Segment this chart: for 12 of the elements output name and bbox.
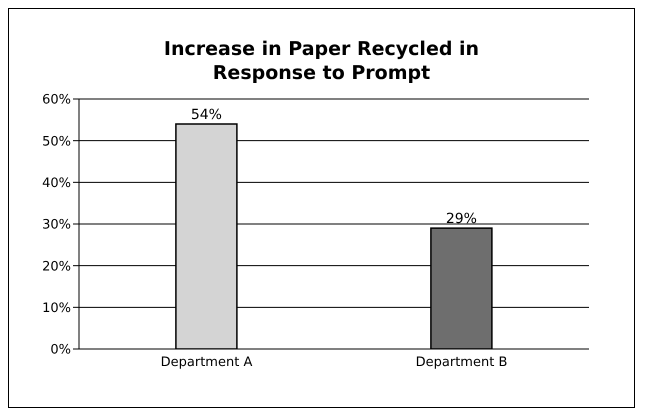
y-tick-label: 20%	[42, 259, 71, 274]
chart-title: Increase in Paper Recycled in Response to Prompt	[162, 37, 480, 85]
y-tick-label: 0%	[50, 342, 71, 358]
data-label: 29%	[446, 211, 477, 228]
x-tick-label: Department B	[416, 355, 508, 370]
y-tick-label: 10%	[42, 300, 71, 316]
data-label: 54%	[190, 107, 222, 123]
y-tick-label: 60%	[42, 92, 71, 108]
y-tick-label: 40%	[42, 176, 71, 191]
y-tick-label: 30%	[42, 218, 71, 233]
y-tick-label: 50%	[42, 134, 71, 150]
x-tick-label: Department A	[160, 355, 252, 370]
